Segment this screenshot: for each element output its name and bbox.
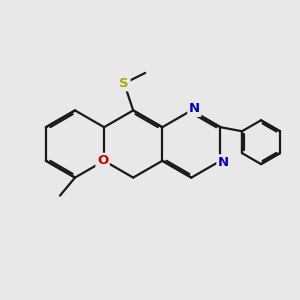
Text: O: O: [97, 154, 108, 167]
Text: S: S: [119, 77, 129, 90]
Text: N: N: [189, 102, 200, 116]
Text: N: N: [218, 156, 229, 169]
